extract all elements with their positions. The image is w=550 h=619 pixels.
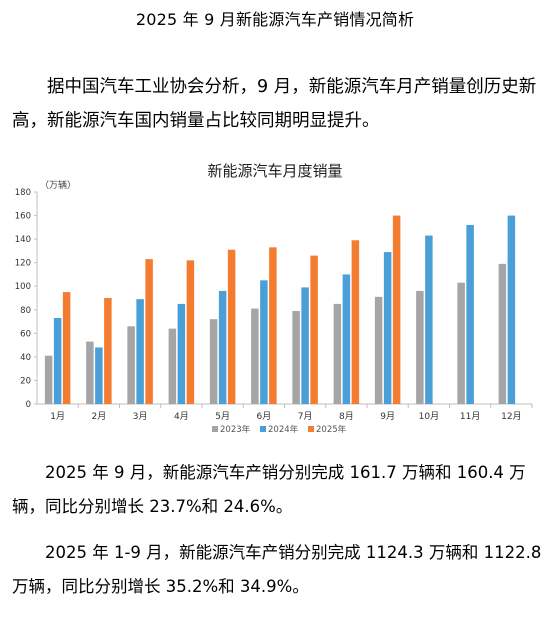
x-tick-label: 6月: [257, 411, 272, 422]
bar-2024年: [53, 318, 62, 404]
x-tick-label: 7月: [298, 411, 313, 422]
bar-2025年: [186, 260, 195, 404]
legend-swatch: [308, 426, 314, 432]
x-tick-label: 10月: [419, 411, 439, 422]
bar-2024年: [425, 235, 433, 404]
bar-2023年: [374, 296, 383, 404]
bar-2024年: [301, 287, 309, 404]
legend-label: 2023年: [220, 424, 251, 435]
x-tick-label: 3月: [133, 411, 148, 422]
bar-2024年: [342, 274, 351, 404]
y-tick-label: 100: [15, 282, 31, 292]
chart-container: （万辆） 0 20 40 60 80 100 120 140 160 180 1月 2月 3月 4月 5月 6月…: [0, 152, 550, 444]
legend-swatch: [260, 426, 266, 432]
bar-2024年: [95, 347, 103, 404]
y-tick-label: 40: [20, 353, 31, 363]
bar-2024年: [177, 303, 186, 404]
intro-paragraph: 据中国汽车工业协会分析，9 月，新能源汽车月产销量创历史新高，新能源汽车国内销量…: [12, 77, 537, 131]
bar-2025年: [351, 240, 360, 404]
bar-2023年: [498, 263, 507, 404]
x-tick-label: 11月: [460, 411, 480, 422]
bar-2023年: [457, 282, 465, 404]
bar-2024年: [466, 224, 474, 404]
y-tick-label: 60: [20, 329, 31, 339]
bar-2023年: [209, 319, 218, 404]
legend-label: 2025年: [316, 424, 347, 435]
bar-2023年: [127, 326, 135, 404]
chart-title: 新能源汽车月度销量: [207, 162, 343, 180]
legend-label: 2024年: [268, 424, 299, 435]
bar-2025年: [62, 292, 71, 404]
bar-2024年: [218, 290, 227, 404]
y-tick-label: 140: [15, 235, 31, 245]
september-summary-paragraph: 2025 年 9 月，新能源汽车产销分别完成 161.7 万辆和 160.4 万…: [12, 463, 526, 516]
y-tick-label: 180: [15, 188, 31, 198]
y-axis-unit-label: （万辆）: [40, 179, 76, 191]
document-title: 2025 年 9 月新能源汽车产销情况简析: [135, 10, 415, 29]
bar-2023年: [416, 290, 424, 404]
x-tick-label: 9月: [380, 411, 395, 422]
y-tick-label: 80: [20, 306, 31, 316]
x-tick-label: 1月: [50, 411, 65, 422]
y-tick-label: 0: [26, 400, 31, 410]
bar-2025年: [104, 298, 112, 404]
bar-2023年: [333, 303, 342, 404]
bar-2025年: [269, 247, 277, 404]
bar-2023年: [251, 308, 259, 404]
bar-2025年: [145, 259, 153, 404]
y-tick-label: 20: [20, 376, 31, 386]
bar-2023年: [44, 355, 53, 404]
bar-2023年: [292, 310, 300, 404]
bar-2024年: [507, 215, 516, 404]
legend-swatch: [212, 426, 218, 432]
bar-2024年: [260, 280, 268, 404]
y-tick-label: 160: [15, 212, 31, 222]
x-tick-label: 5月: [215, 411, 230, 422]
bar-2023年: [168, 328, 177, 404]
bar-2025年: [227, 249, 236, 404]
x-tick-label: 12月: [501, 411, 521, 422]
ytd-summary-paragraph: 2025 年 1-9 月，新能源汽车产销分别完成 1124.3 万辆和 1122…: [12, 543, 542, 596]
monthly-sales-bar-chart: （万辆） 0 20 40 60 80 100 120 140 160 180 1月 2月 3月 4月 5月 6月…: [15, 179, 533, 435]
y-tick-label: 120: [15, 259, 31, 269]
bar-2025年: [392, 215, 401, 404]
bar-2023年: [86, 341, 94, 404]
x-tick-label: 2月: [92, 411, 107, 422]
bar-2025年: [310, 255, 318, 404]
x-tick-label: 4月: [174, 411, 189, 422]
x-tick-label: 8月: [339, 411, 354, 422]
bar-2024年: [383, 252, 392, 404]
bar-2024年: [136, 299, 144, 404]
